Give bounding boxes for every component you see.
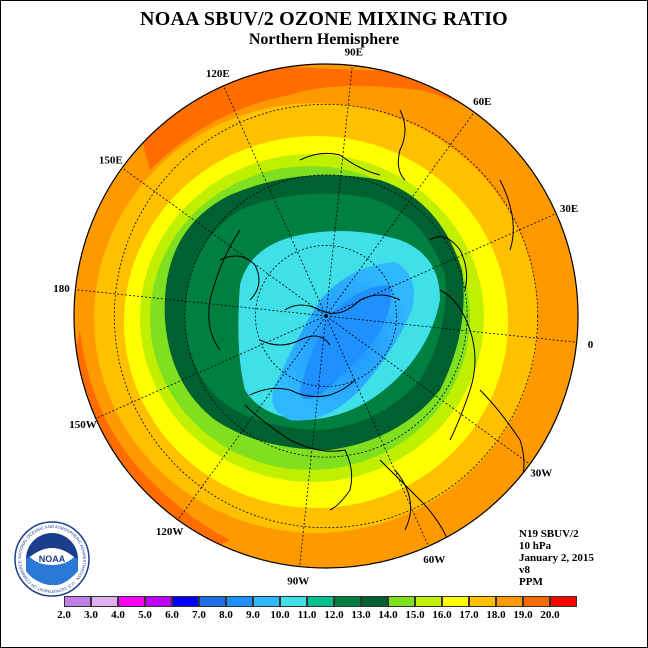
colorbar-swatch <box>523 596 550 607</box>
colorbar-swatch <box>172 596 199 607</box>
longitude-label: 150W <box>69 419 97 431</box>
longitude-label: 90E <box>345 46 363 58</box>
meridian-line <box>75 289 327 317</box>
colorbar-tick-label: 7.0 <box>192 609 206 621</box>
colorbar-swatch <box>226 596 253 607</box>
colorbar-tick-label: 12.0 <box>324 609 344 621</box>
colorbar-tick-label: 18.0 <box>486 609 506 621</box>
graticule <box>75 65 577 567</box>
colorbar-swatch <box>550 596 577 607</box>
colorbar-swatch <box>253 596 280 607</box>
map-boundary <box>73 63 579 569</box>
longitude-label: 120E <box>206 68 230 80</box>
colorbar-tick-label: 2.0 <box>57 609 71 621</box>
meridian-line <box>325 315 577 343</box>
longitude-label: 30E <box>560 203 578 215</box>
colorbar-tick-label: 5.0 <box>138 609 152 621</box>
latitude-circle <box>184 174 468 458</box>
colorbar-swatch <box>334 596 361 607</box>
meridian-line <box>325 111 475 317</box>
meridian-line <box>95 315 327 419</box>
colorbar-tick-label: 11.0 <box>297 609 317 621</box>
colorbar-tick-label: 13.0 <box>351 609 371 621</box>
longitude-label: 180 <box>53 283 70 295</box>
colorbar-tick-label: 17.0 <box>459 609 479 621</box>
map-title: NOAA SBUV/2 OZONE MIXING RATIO <box>140 8 508 30</box>
latitude-circle <box>255 245 397 387</box>
satellite-label: N19 SBUV/2 <box>519 528 579 540</box>
colorbar-tick-label: 6.0 <box>165 609 179 621</box>
colorbar-swatch <box>199 596 226 607</box>
version-label: v8 <box>519 564 530 576</box>
meridian-line <box>325 213 557 317</box>
ozone-field <box>74 64 578 568</box>
meridian-line <box>223 85 327 317</box>
meridian-line <box>299 315 327 567</box>
colorbar-swatch <box>118 596 145 607</box>
colorbar-tick-label: 9.0 <box>246 609 260 621</box>
meridian-line <box>177 315 327 521</box>
longitude-label: 150E <box>99 155 123 167</box>
colorbar-tick-label: 8.0 <box>219 609 233 621</box>
latitude-circle <box>113 103 539 529</box>
colorbar-swatch <box>496 596 523 607</box>
longitude-label: 60W <box>423 554 445 566</box>
colorbar-swatch <box>307 596 334 607</box>
colorbar-swatch <box>388 596 415 607</box>
coastlines <box>208 109 525 546</box>
colorbar-tick-label: 15.0 <box>405 609 425 621</box>
date-label: January 2, 2015 <box>519 552 594 564</box>
colorbar-tick-label: 4.0 <box>111 609 125 621</box>
colorbar <box>64 596 577 608</box>
meridian-line <box>121 167 327 317</box>
longitude-label: 0 <box>588 339 594 351</box>
unit-label: PPM <box>519 576 543 588</box>
colorbar-swatch <box>145 596 172 607</box>
colorbar-tick-label: 10.0 <box>270 609 290 621</box>
colorbar-labels: 2.0 3.0 4.0 5.0 6.0 7.0 8.0 9.0 10.0 11.0 12.0 13.0… <box>57 609 604 623</box>
colorbar-tick-label: 14.0 <box>378 609 398 621</box>
map-subtitle: Northern Hemisphere <box>248 31 400 48</box>
colorbar-tick-label: 3.0 <box>84 609 98 621</box>
longitude-label: 90W <box>287 576 309 588</box>
colorbar-swatch <box>361 596 388 607</box>
meridian-line <box>325 65 353 317</box>
colorbar-tick-label: 20.0 <box>540 609 560 621</box>
colorbar-tick-label: 19.0 <box>513 609 533 621</box>
colorbar-swatch <box>415 596 442 607</box>
longitude-label: 60E <box>473 96 491 108</box>
colorbar-swatch <box>442 596 469 607</box>
colorbar-swatch <box>64 596 91 607</box>
logo-text: NOAA <box>39 554 66 564</box>
longitude-label: 120W <box>156 526 184 538</box>
colorbar-swatch <box>469 596 496 607</box>
pressure-level: 10 hPa <box>519 540 552 552</box>
meridian-line <box>325 315 429 547</box>
colorbar-swatch <box>91 596 118 607</box>
noaa-logo: NOAA NATIONAL OCEANIC AND ATMOSPHERIC AD… <box>14 521 90 597</box>
longitude-label: 30W <box>530 467 552 479</box>
meridian-line <box>325 315 531 465</box>
info-block: N19 SBUV/2 10 hPa January 2, 2015 v8 PPM <box>519 528 594 588</box>
longitude-labels: 90E 60E 30E 0 30W 60W 90W 120W 150W 180 150E 120E <box>53 46 594 587</box>
colorbar-swatch <box>280 596 307 607</box>
colorbar-tick-label: 16.0 <box>432 609 452 621</box>
